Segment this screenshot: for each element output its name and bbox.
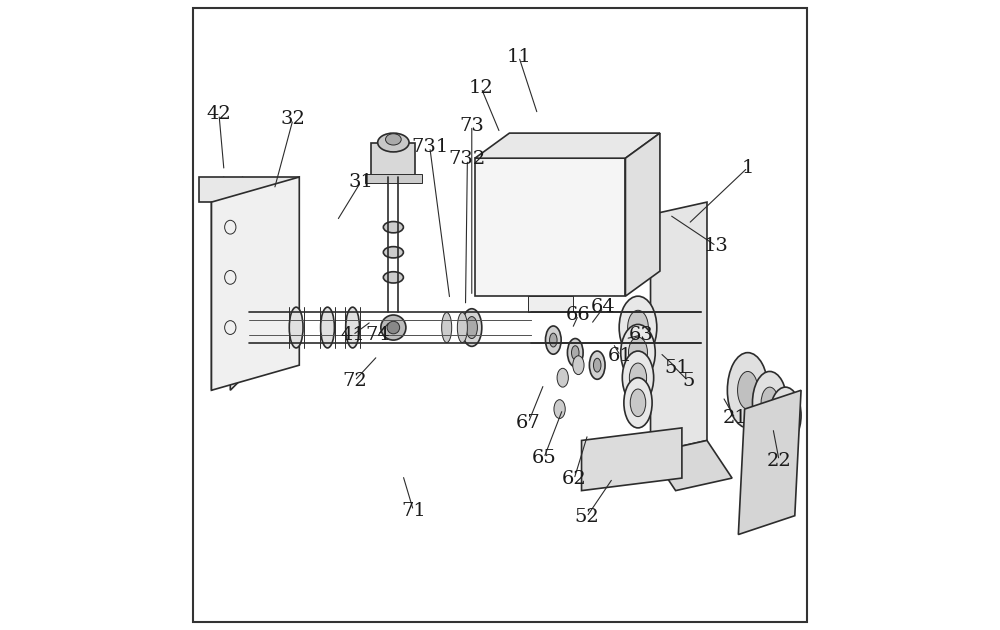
Ellipse shape: [573, 356, 584, 375]
Text: 13: 13: [704, 237, 729, 255]
Text: 31: 31: [348, 173, 373, 191]
Text: 51: 51: [665, 359, 689, 377]
Text: 42: 42: [207, 105, 231, 123]
Text: 62: 62: [562, 471, 586, 488]
Polygon shape: [230, 177, 243, 390]
Ellipse shape: [321, 307, 334, 348]
Ellipse shape: [442, 312, 452, 343]
Polygon shape: [528, 296, 573, 312]
Ellipse shape: [770, 387, 801, 444]
Ellipse shape: [589, 351, 605, 379]
Text: 64: 64: [591, 299, 616, 316]
Polygon shape: [582, 428, 682, 491]
Bar: [371, 142, 415, 177]
Polygon shape: [475, 158, 625, 296]
Ellipse shape: [628, 311, 648, 345]
Ellipse shape: [624, 378, 652, 428]
Text: 1: 1: [742, 159, 754, 176]
Polygon shape: [199, 177, 299, 202]
Text: 52: 52: [574, 508, 599, 526]
Polygon shape: [651, 202, 707, 453]
Ellipse shape: [383, 222, 403, 233]
Ellipse shape: [346, 307, 360, 348]
Text: 72: 72: [342, 372, 367, 390]
Text: 731: 731: [411, 138, 448, 156]
Ellipse shape: [457, 312, 467, 343]
Ellipse shape: [622, 351, 654, 404]
Ellipse shape: [383, 272, 403, 283]
Text: 63: 63: [629, 326, 654, 344]
Ellipse shape: [629, 337, 647, 368]
Ellipse shape: [531, 222, 569, 266]
Ellipse shape: [466, 316, 477, 338]
Ellipse shape: [593, 358, 601, 372]
Polygon shape: [651, 440, 732, 491]
Text: 22: 22: [767, 452, 791, 469]
Ellipse shape: [289, 307, 303, 348]
Text: 732: 732: [449, 151, 486, 168]
Text: 74: 74: [365, 326, 390, 344]
Text: 11: 11: [506, 48, 531, 66]
Ellipse shape: [727, 353, 768, 428]
Text: 21: 21: [723, 410, 748, 428]
Ellipse shape: [387, 321, 400, 334]
Polygon shape: [475, 133, 660, 158]
Text: 71: 71: [401, 501, 426, 520]
Ellipse shape: [386, 134, 401, 145]
Ellipse shape: [572, 346, 579, 360]
Ellipse shape: [752, 372, 787, 434]
Ellipse shape: [538, 228, 563, 260]
Ellipse shape: [557, 369, 568, 387]
Ellipse shape: [738, 372, 758, 409]
Text: 66: 66: [566, 306, 591, 324]
Polygon shape: [738, 390, 801, 534]
Ellipse shape: [383, 246, 403, 258]
Text: 73: 73: [459, 117, 484, 135]
Ellipse shape: [619, 296, 657, 359]
Text: 41: 41: [340, 326, 365, 344]
Ellipse shape: [778, 401, 793, 430]
Polygon shape: [211, 177, 299, 390]
Polygon shape: [625, 133, 660, 296]
Ellipse shape: [462, 309, 482, 346]
Ellipse shape: [528, 138, 562, 154]
Text: 61: 61: [608, 346, 633, 365]
Text: 5: 5: [682, 372, 694, 390]
Ellipse shape: [554, 399, 565, 418]
Text: 12: 12: [469, 79, 494, 97]
Ellipse shape: [378, 133, 409, 152]
Ellipse shape: [761, 387, 778, 418]
Ellipse shape: [545, 326, 561, 354]
Text: 67: 67: [516, 414, 541, 432]
Ellipse shape: [621, 324, 655, 381]
Ellipse shape: [550, 333, 557, 347]
Polygon shape: [211, 177, 224, 390]
Text: 65: 65: [532, 449, 556, 467]
Ellipse shape: [630, 389, 646, 416]
Bar: [365, 174, 422, 183]
Ellipse shape: [629, 363, 647, 392]
Ellipse shape: [567, 338, 583, 367]
Text: 32: 32: [281, 110, 305, 129]
Ellipse shape: [381, 315, 406, 340]
